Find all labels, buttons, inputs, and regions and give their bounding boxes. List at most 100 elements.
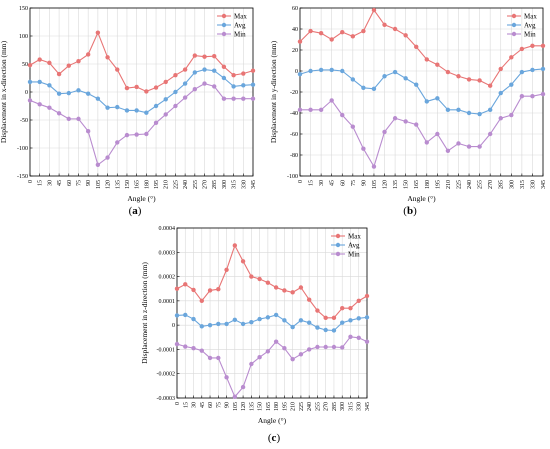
data-point-max <box>466 77 472 82</box>
data-point-avg <box>329 67 334 73</box>
data-point-avg <box>371 86 377 92</box>
x-tick-label: 255 <box>478 180 484 189</box>
data-point-min <box>298 352 304 357</box>
data-point-min <box>530 94 535 99</box>
data-point-avg <box>403 76 408 81</box>
data-point-avg <box>153 103 159 109</box>
data-point-min <box>435 131 440 137</box>
y-tick-label: 0 <box>25 90 28 96</box>
legend-marker-min <box>221 31 227 37</box>
chart-z-displacement: -0.0003 -0.0002 -0.0001 0 0.0001 0.0002 0.0003… <box>140 226 371 425</box>
data-point-max <box>221 64 227 70</box>
data-point-max <box>241 71 246 76</box>
panel-label-b-close: ) <box>413 205 417 217</box>
x-tick-label: 120 <box>241 402 247 411</box>
data-point-max <box>323 315 328 321</box>
data-point-min <box>371 164 377 169</box>
data-point-max <box>240 259 246 264</box>
legend-label-avg: Avg <box>234 22 246 30</box>
series-line-max <box>176 244 368 319</box>
data-point-max <box>47 60 52 66</box>
data-point-min <box>134 132 139 137</box>
data-point-min <box>487 131 493 137</box>
data-point-avg <box>318 67 324 73</box>
series-line-min <box>300 93 544 168</box>
x-tick-label: 45 <box>200 402 206 408</box>
data-point-avg <box>207 322 213 328</box>
x-tick-label: 75 <box>76 180 82 186</box>
data-point-min <box>240 384 246 390</box>
data-point-max <box>318 31 324 36</box>
data-point-max <box>257 276 262 282</box>
x-tick-label: 165 <box>414 180 420 189</box>
data-point-avg <box>124 108 130 113</box>
data-point-min <box>163 112 168 117</box>
data-point-avg <box>519 69 525 75</box>
data-point-avg <box>56 91 62 96</box>
series-line-min <box>29 83 253 166</box>
legend-marker-max <box>511 13 517 19</box>
series-line-max <box>29 31 254 93</box>
data-point-min <box>231 96 236 101</box>
data-point-min <box>290 356 295 362</box>
data-point-min <box>95 162 101 167</box>
x-tick-label: 15 <box>309 180 315 186</box>
data-point-min <box>340 345 345 350</box>
data-point-avg <box>392 69 398 75</box>
plot-area <box>297 7 546 177</box>
data-point-min <box>249 361 254 367</box>
x-tick-label: 15 <box>38 180 44 186</box>
series-line-max <box>299 9 543 87</box>
x-tick-label: 300 <box>509 180 515 189</box>
data-point-avg <box>356 316 361 321</box>
y-tick-label: -0.0002 <box>157 372 176 378</box>
x-tick-label: 180 <box>425 180 431 189</box>
x-tick-label: 165 <box>266 402 272 411</box>
data-point-min <box>232 394 238 399</box>
x-tick-label: 330 <box>530 180 536 189</box>
data-point-min <box>202 81 207 86</box>
y-tick-label: 20 <box>292 48 298 54</box>
data-point-min <box>191 346 196 351</box>
data-point-max <box>290 290 295 295</box>
data-point-min <box>424 140 429 145</box>
data-point-min <box>331 344 337 350</box>
data-point-max <box>392 26 398 32</box>
data-point-min <box>392 116 398 121</box>
data-point-min <box>105 155 110 160</box>
data-point-min <box>477 144 482 149</box>
y-axis-label: Displacement in x-direction (mm) <box>0 40 8 143</box>
data-point-max <box>282 288 287 293</box>
data-point-max <box>350 34 356 39</box>
data-point-avg <box>282 318 287 323</box>
legend-label-max: Max <box>524 13 537 21</box>
x-tick-label: 135 <box>115 180 121 189</box>
y-tick-label: -100 <box>17 146 28 152</box>
data-point-avg <box>95 96 101 101</box>
data-point-min <box>56 111 62 116</box>
legend-marker-avg <box>221 22 227 28</box>
x-axis-label: Angle (°) <box>258 416 287 425</box>
series-line-avg <box>30 69 254 114</box>
data-point-max <box>530 43 535 48</box>
data-point-max <box>382 22 387 27</box>
data-point-max <box>540 43 546 48</box>
x-tick-label: 135 <box>393 180 399 189</box>
data-point-max <box>498 66 503 72</box>
data-point-avg <box>221 75 227 81</box>
x-tick-label: 270 <box>324 402 330 411</box>
y-tick-label: -20 <box>290 90 298 96</box>
x-tick-label: 165 <box>135 180 141 189</box>
data-point-max <box>199 298 204 304</box>
panel-label-a-close: ) <box>137 205 142 217</box>
y-tick-label: -150 <box>17 174 28 180</box>
data-point-avg <box>27 79 33 85</box>
data-point-min <box>241 96 246 101</box>
data-point-max <box>297 39 303 44</box>
data-point-avg <box>361 85 366 91</box>
y-tick-label: 0 <box>172 323 175 329</box>
x-tick-label: 105 <box>233 402 239 411</box>
data-point-avg <box>509 82 514 87</box>
data-point-avg <box>306 320 312 325</box>
x-tick-label: 255 <box>315 402 321 411</box>
